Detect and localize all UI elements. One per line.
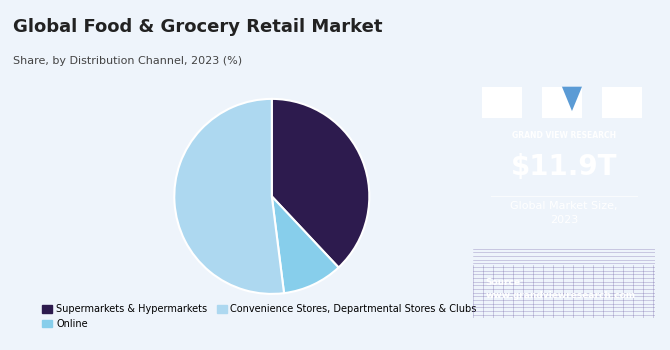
- Wedge shape: [272, 99, 369, 267]
- Text: Global Food & Grocery Retail Market: Global Food & Grocery Retail Market: [13, 18, 383, 35]
- FancyBboxPatch shape: [482, 87, 522, 118]
- Wedge shape: [272, 196, 338, 293]
- Wedge shape: [174, 99, 284, 294]
- Text: $11.9T: $11.9T: [511, 153, 617, 181]
- FancyBboxPatch shape: [542, 87, 582, 118]
- Text: Global Market Size,
2023: Global Market Size, 2023: [510, 202, 618, 225]
- Text: Source:
www.grandviewresearch.com: Source: www.grandviewresearch.com: [485, 278, 635, 300]
- Text: GRAND VIEW RESEARCH: GRAND VIEW RESEARCH: [512, 131, 616, 140]
- Legend: Supermarkets & Hypermarkets, Online, Convenience Stores, Departmental Stores & C: Supermarkets & Hypermarkets, Online, Con…: [38, 300, 481, 333]
- FancyBboxPatch shape: [602, 87, 643, 118]
- Polygon shape: [562, 87, 582, 111]
- Text: Share, by Distribution Channel, 2023 (%): Share, by Distribution Channel, 2023 (%): [13, 56, 243, 66]
